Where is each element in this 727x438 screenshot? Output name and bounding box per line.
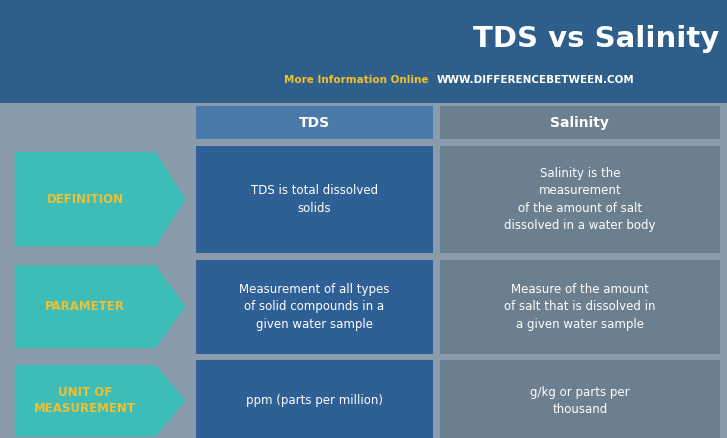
Polygon shape (15, 265, 185, 348)
Text: Measure of the amount
of salt that is dissolved in
a given water sample: Measure of the amount of salt that is di… (504, 283, 656, 331)
Polygon shape (15, 152, 185, 247)
Text: UNIT OF
MEASUREMENT: UNIT OF MEASUREMENT (34, 386, 136, 415)
Text: More Information Online: More Information Online (284, 75, 428, 85)
Text: TDS is total dissolved
solids: TDS is total dissolved solids (251, 184, 378, 215)
Text: PARAMETER: PARAMETER (45, 300, 125, 313)
FancyBboxPatch shape (196, 106, 433, 139)
Text: TDS: TDS (299, 116, 330, 130)
Text: WWW.DIFFERENCEBETWEEN.COM: WWW.DIFFERENCEBETWEEN.COM (437, 75, 635, 85)
FancyBboxPatch shape (440, 106, 720, 139)
FancyBboxPatch shape (440, 360, 720, 438)
Text: Measurement of all types
of solid compounds in a
given water sample: Measurement of all types of solid compou… (239, 283, 390, 331)
Text: Salinity: Salinity (550, 116, 609, 130)
Text: DEFINITION: DEFINITION (47, 193, 124, 206)
FancyBboxPatch shape (196, 260, 433, 354)
FancyBboxPatch shape (196, 360, 433, 438)
FancyBboxPatch shape (440, 146, 720, 253)
FancyBboxPatch shape (0, 0, 727, 103)
FancyBboxPatch shape (196, 146, 433, 253)
Text: g/kg or parts per
thousand: g/kg or parts per thousand (530, 385, 630, 416)
Text: ppm (parts per million): ppm (parts per million) (246, 394, 383, 407)
Text: Salinity is the
measurement
of the amount of salt
dissolved in a water body: Salinity is the measurement of the amoun… (504, 166, 656, 232)
Text: TDS vs Salinity: TDS vs Salinity (473, 25, 719, 53)
Polygon shape (15, 365, 185, 436)
FancyBboxPatch shape (440, 260, 720, 354)
